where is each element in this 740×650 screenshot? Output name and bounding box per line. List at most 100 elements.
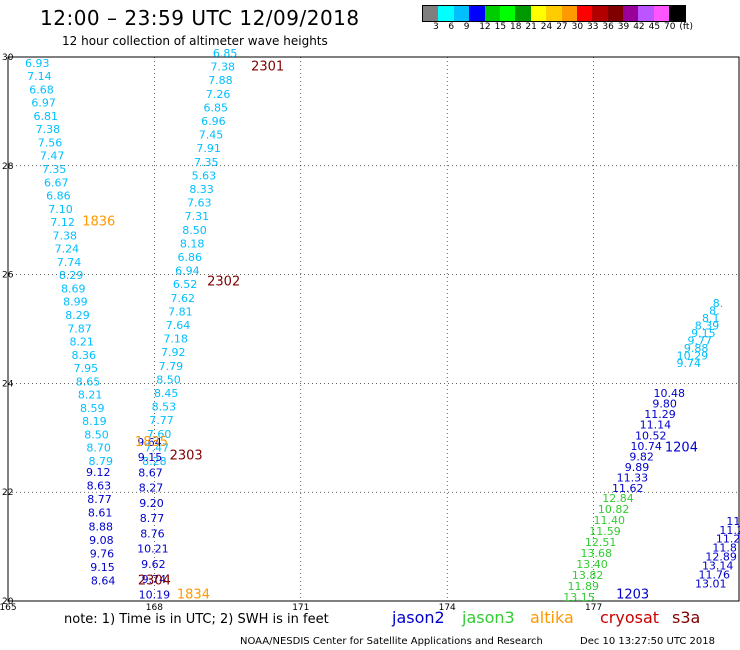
wave-height-value: 11.33 [617, 472, 649, 485]
wave-height-value: 10.74 [630, 440, 662, 453]
wave-height-value: 8. [713, 297, 724, 310]
wave-height-value: 8.21 [78, 389, 103, 402]
wave-height-value: 8.76 [140, 527, 165, 540]
wave-height-value: 8.28 [142, 455, 167, 468]
color-scale-label: 36 [602, 22, 614, 32]
wave-height-value: 7.24 [55, 243, 80, 256]
wave-height-value: 11.89 [568, 580, 600, 593]
wave-height-value: 12.89 [705, 551, 737, 564]
color-scale-label: 39 [617, 22, 630, 32]
color-scale-label: 3 [433, 22, 439, 32]
wave-height-value: 7.31 [185, 210, 210, 223]
wave-height-value: 9.15 [138, 451, 163, 464]
wave-height-value: 8.27 [139, 482, 164, 495]
wave-height-value: 9.15 [691, 327, 716, 340]
wave-height-value: 8.77 [140, 512, 165, 525]
wave-height-value: 8.45 [154, 387, 179, 400]
wave-height-value: 8.99 [63, 296, 88, 309]
pass-time-label: 1835 [135, 435, 168, 450]
pass-time-label: 1834 [177, 587, 210, 602]
legend-s3a: s3a [672, 608, 701, 627]
wave-height-value: 9.74 [142, 573, 167, 586]
wave-height-value: 8.88 [88, 520, 113, 533]
color-swatch [623, 6, 639, 21]
wave-height-value: 12.84 [602, 492, 634, 505]
wave-height-value: 7.74 [57, 256, 82, 269]
wave-height-value: 7.92 [161, 346, 186, 359]
color-scale-label: 9 [463, 22, 470, 32]
color-scale-label: 70 [664, 22, 676, 32]
wave-height-value: 10.48 [653, 387, 685, 400]
color-swatch [438, 6, 454, 21]
wave-height-value: 6.94 [175, 265, 200, 278]
wave-height-value: 8.21 [69, 336, 94, 349]
wave-height-value: 8.70 [86, 442, 111, 455]
wave-height-value: 11. [726, 515, 740, 528]
wave-height-value: 8.39 [695, 320, 720, 333]
wave-height-value: 6.86 [178, 251, 203, 264]
wave-height-value: 7.64 [166, 319, 191, 332]
wave-height-value: 10.82 [598, 503, 630, 516]
generated-timestamp: Dec 10 13:27:50 UTC 2018 [580, 636, 715, 647]
wave-height-value: 7.91 [196, 142, 221, 155]
wave-height-value: 8.69 [61, 282, 86, 295]
lat-tick-label: 30 [2, 53, 14, 63]
wave-height-value: 13.68 [581, 547, 613, 560]
color-swatch [576, 6, 593, 21]
wave-height-value: 6.67 [44, 176, 69, 189]
color-scale-label: 18 [510, 22, 522, 32]
wave-height-value: 13.14 [702, 560, 734, 573]
color-swatch [469, 6, 485, 21]
wave-height-value: 10.29 [677, 350, 709, 363]
color-scale-bar [422, 5, 686, 22]
wave-height-value: 6.81 [33, 110, 58, 123]
wave-height-value: 8.79 [88, 455, 113, 468]
wave-height-value: 10.19 [139, 588, 171, 601]
lon-tick-label: 168 [146, 603, 163, 613]
wave-height-value: 6.85 [213, 47, 238, 60]
wave-height-value: 11.40 [594, 514, 626, 527]
pass-time-label: 1204 [665, 440, 698, 455]
wave-height-value: 8.29 [59, 269, 84, 282]
wave-height-value: 11.2 [716, 533, 740, 546]
wave-height-value: 9.80 [652, 398, 677, 411]
wave-height-value: 7.81 [168, 305, 193, 318]
lat-tick-label: 24 [2, 379, 14, 389]
wave-height-value: 7.18 [163, 333, 188, 346]
wave-height-value: 9.62 [141, 558, 166, 571]
wave-height-value: 8.18 [180, 237, 205, 250]
color-scale-label: 15 [494, 22, 507, 32]
wave-height-value: 8.33 [189, 183, 214, 196]
color-scale-label: 24 [540, 22, 553, 32]
wave-height-value: 8.1 [702, 312, 720, 325]
wave-height-value: 8.77 [87, 493, 112, 506]
pass-time-label: 1203 [616, 587, 649, 602]
color-scale-label: (ft) [679, 22, 693, 32]
wave-height-value: 7.60 [147, 428, 172, 441]
wave-height-value: 6.85 [203, 101, 228, 114]
wave-height-value: 8.65 [76, 375, 101, 388]
lat-tick-label: 22 [2, 488, 13, 498]
lon-tick-label: 165 [0, 603, 17, 613]
color-scale-label: 42 [633, 22, 645, 32]
lat-tick-label: 26 [2, 271, 14, 281]
wave-height-value: 8.19 [82, 415, 107, 428]
color-swatch [484, 6, 500, 21]
footer-note: note: 1) Time is in UTC; 2) SWH is in fe… [64, 612, 329, 627]
wave-height-value: 13.01 [695, 577, 727, 590]
wave-height-value: 7.63 [187, 197, 212, 210]
legend-altika: altika [530, 608, 574, 627]
wave-height-value: 7.35 [42, 163, 67, 176]
wave-height-value: 7.12 [50, 216, 75, 229]
wave-height-value: 7.87 [67, 322, 92, 335]
wave-height-value: 7.56 [38, 136, 63, 149]
wave-height-value: 12.51 [585, 536, 617, 549]
wave-height-value: 6.93 [25, 57, 50, 70]
pass-time-label: 2304 [138, 574, 171, 589]
wave-height-value: 11.2 [719, 524, 740, 537]
color-swatch [607, 6, 624, 21]
legend-jason2: jason2 [392, 608, 445, 627]
wave-height-value: 7.47 [145, 441, 170, 454]
color-swatch [669, 6, 685, 21]
